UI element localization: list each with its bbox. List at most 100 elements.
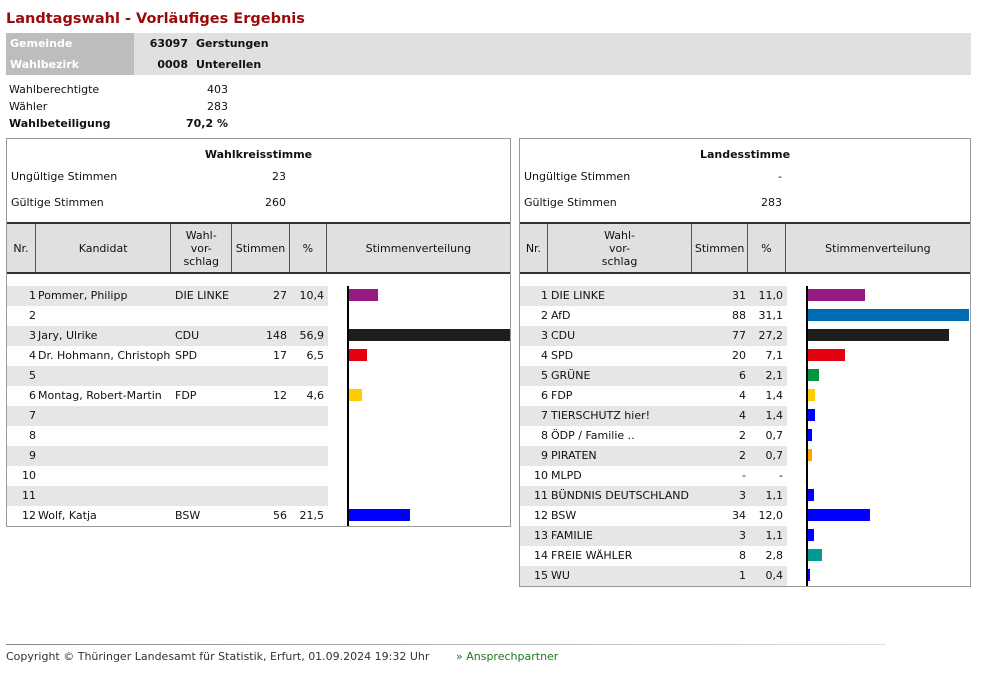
wahlbezirk-label: Wahlbezirk: [10, 58, 80, 71]
party-name: CDU: [551, 329, 576, 342]
percent: 6,5: [306, 349, 325, 362]
row-nr: 10: [22, 469, 36, 482]
gemeinde-name: Gerstungen: [196, 37, 269, 50]
votes: 6: [739, 369, 746, 382]
vote-bar: [808, 349, 845, 361]
party-name: FDP: [551, 389, 573, 402]
party-name: BSW: [175, 509, 201, 522]
wahlbezirk-nr: 0008: [157, 58, 188, 71]
table-row: 8 ÖDP / Familie .. 2 0,7: [520, 426, 787, 446]
party-name: DIE LINKE: [551, 289, 605, 302]
row-nr: 5: [541, 369, 548, 382]
gemeinde-label: Gemeinde: [10, 37, 73, 50]
vote-bar: [808, 369, 819, 381]
party-name: TIERSCHUTZ hier!: [551, 409, 651, 422]
stat-value: 70,2 %: [186, 117, 228, 130]
row-nr: 11: [22, 489, 36, 502]
votes: 4: [739, 389, 746, 402]
invalid-label: Ungültige Stimmen: [11, 170, 118, 183]
candidate-name: Jary, Ulrike: [38, 329, 98, 342]
percent: 31,1: [758, 309, 784, 322]
valid-label: Gültige Stimmen: [11, 196, 104, 209]
percent: 1,4: [765, 389, 784, 402]
votes: 148: [266, 329, 287, 342]
row-nr: 7: [29, 409, 36, 422]
table-header: Nr. Kandidat Wahl- vor- schlag Stimmen% Stim…: [7, 222, 510, 274]
party-name: SPD: [175, 349, 198, 362]
table-row: 7 TIERSCHUTZ hier! 4 1,4: [520, 406, 787, 426]
row-nr: 3: [29, 329, 36, 342]
votes: 2: [739, 449, 746, 462]
table-row: 11: [7, 486, 328, 506]
valid-value: 260: [265, 196, 286, 209]
row-nr: 4: [29, 349, 36, 362]
column-header: Stimmen: [692, 224, 748, 272]
gemeinde-nr: 63097: [149, 37, 188, 50]
column-header: Stimmenverteilung: [825, 241, 931, 255]
vote-bar: [349, 509, 410, 521]
vote-bar: [808, 329, 949, 341]
table-row: 4 Dr. Hohmann, Christoph SPD 17 6,5: [7, 346, 328, 366]
contact-link[interactable]: » Ansprechpartner: [456, 650, 559, 663]
landesstimme-panel: Landesstimme Ungültige Stimmen - Gültige…: [519, 138, 971, 587]
percent: 27,2: [758, 329, 784, 342]
candidate-name: Montag, Robert-Martin: [38, 389, 162, 402]
votes: 3: [739, 529, 746, 542]
table-row: 5 GRÜNE 6 2,1: [520, 366, 787, 386]
panel-title: Wahlkreisstimme: [204, 148, 313, 161]
panel-title: Landesstimme: [699, 148, 791, 161]
chart-axis: [347, 286, 349, 526]
row-nr: 6: [541, 389, 548, 402]
table-row: 7: [7, 406, 328, 426]
vote-bar: [808, 449, 812, 461]
vote-bar: [349, 329, 510, 341]
party-name: SPD: [551, 349, 574, 362]
percent: 0,7: [765, 449, 784, 462]
column-header: %: [748, 224, 786, 272]
stat-value: 403: [207, 83, 228, 96]
table-row: 8: [7, 426, 328, 446]
row-nr: 8: [541, 429, 548, 442]
table-row: 2 AfD 88 31,1: [520, 306, 787, 326]
party-name: FDP: [175, 389, 197, 402]
vote-bar: [808, 489, 814, 501]
percent: -: [779, 469, 783, 482]
party-name: ÖDP / Familie ..: [551, 429, 635, 442]
chart-axis: [806, 286, 808, 586]
row-nr: 7: [541, 409, 548, 422]
row-nr: 5: [29, 369, 36, 382]
percent: 7,1: [765, 349, 784, 362]
vote-bar: [808, 409, 816, 421]
column-header: Nr.: [7, 224, 36, 272]
stat-label: Wahlberechtigte: [9, 83, 100, 96]
votes: 88: [732, 309, 746, 322]
table-row: 1 DIE LINKE 31 11,0: [520, 286, 787, 306]
party-name: MLPD: [551, 469, 582, 482]
valid-label: Gültige Stimmen: [524, 196, 617, 209]
row-nr: 2: [541, 309, 548, 322]
percent: 2,8: [765, 549, 784, 562]
row-nr: 11: [534, 489, 548, 502]
percent: 56,9: [299, 329, 325, 342]
table-row: 6 FDP 4 1,4: [520, 386, 787, 406]
percent: 1,1: [765, 529, 784, 542]
party-name: DIE LINKE: [175, 289, 229, 302]
votes: 2: [739, 429, 746, 442]
stat-value: 283: [207, 100, 228, 113]
table-row: 1 Pommer, Philipp DIE LINKE 27 10,4: [7, 286, 328, 306]
table-row: 5: [7, 366, 328, 386]
percent: 11,0: [758, 289, 784, 302]
table-row: 6 Montag, Robert-Martin FDP 12 4,6: [7, 386, 328, 406]
party-name: FAMILIE: [551, 529, 593, 542]
vote-bar: [808, 429, 812, 441]
party-name: BÜNDNIS DEUTSCHLAND: [551, 489, 689, 502]
table-row: 4 SPD 20 7,1: [520, 346, 787, 366]
footer-divider: [6, 644, 886, 645]
percent: 4,6: [306, 389, 325, 402]
votes: 27: [273, 289, 287, 302]
table-row: 10 MLPD - -: [520, 466, 787, 486]
votes: 8: [739, 549, 746, 562]
votes: 34: [732, 509, 746, 522]
column-header: Stimmen: [232, 224, 290, 272]
vote-bar: [349, 289, 379, 301]
